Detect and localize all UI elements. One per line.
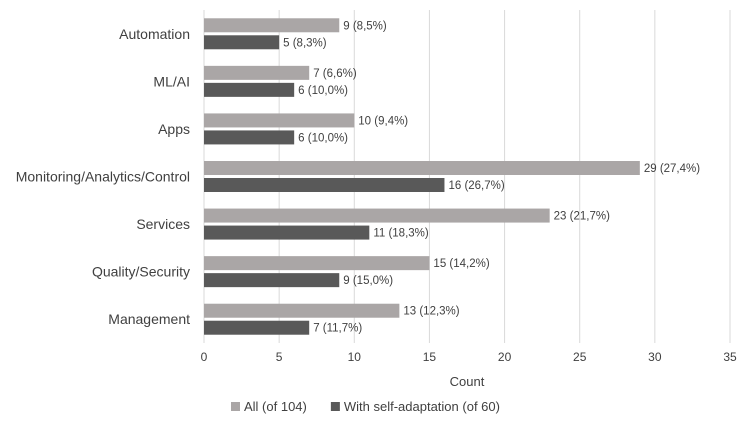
category-label: ML/AI [153,73,190,89]
bar [204,225,370,240]
bar [204,256,430,271]
data-label: 5 (8,3%) [283,37,327,49]
legend-label: All (of 104) [244,399,307,414]
category-label: Apps [158,121,190,137]
x-tick-label: 5 [276,350,283,364]
bar [204,65,310,80]
x-axis-title: Count [450,374,485,389]
data-label: 13 (12,3%) [403,306,459,318]
bar [204,320,310,335]
gridlines [203,10,731,343]
x-tick-label: 10 [348,350,362,364]
bar [204,130,295,145]
data-label: 9 (15,0%) [343,275,393,287]
bar [204,113,355,128]
x-tick-label: 25 [573,350,587,364]
bar [204,161,640,175]
data-label: 6 (10,0%) [298,132,348,144]
category-label: Quality/Security [92,264,190,280]
bar [204,35,280,50]
x-tick-label: 20 [498,350,512,364]
category-label: Monitoring/Analytics/Control [16,169,190,185]
x-tick-label: 0 [201,350,208,364]
x-tick-label: 15 [423,350,437,364]
category-labels: Automation ML/AI Apps Monitoring/Analytics/… [16,26,190,327]
data-label: 29 (27,4%) [644,163,700,175]
bar [204,18,340,33]
category-label: Management [108,311,190,327]
data-label: 7 (11,7%) [313,323,362,335]
data-label: 7 (6,6%) [313,68,357,80]
x-tick-label: 35 [723,350,737,364]
category-label: Automation [119,26,190,42]
bar [204,303,400,318]
data-label: 11 (18,3%) [373,228,429,240]
bar [204,82,295,97]
data-label: 16 (26,7%) [448,180,504,192]
data-label: 10 (9,4%) [358,115,408,127]
legend-swatch [330,402,340,411]
legend-swatch [231,402,240,411]
legend-label: With self-adaptation (of 60) [344,399,500,414]
legend: All (of 104) With self-adaptation (of 60) [231,399,500,414]
data-label: 9 (8,5%) [343,20,387,32]
bar [204,273,340,288]
data-label: 23 (21,7%) [554,211,610,223]
bars: 9 (8,5%) 5 (8,3%) 7 (6,6%) 6 (10,0%) 10 (9,4… [204,18,700,335]
category-label: Services [136,216,190,232]
x-tick-label: 30 [648,350,662,364]
x-axis-ticks: 0 5 10 15 20 25 30 35 [201,350,737,364]
data-label: 6 (10,0%) [298,85,348,97]
bar [204,208,550,223]
bar [204,178,445,192]
data-label: 15 (14,2%) [433,258,489,270]
